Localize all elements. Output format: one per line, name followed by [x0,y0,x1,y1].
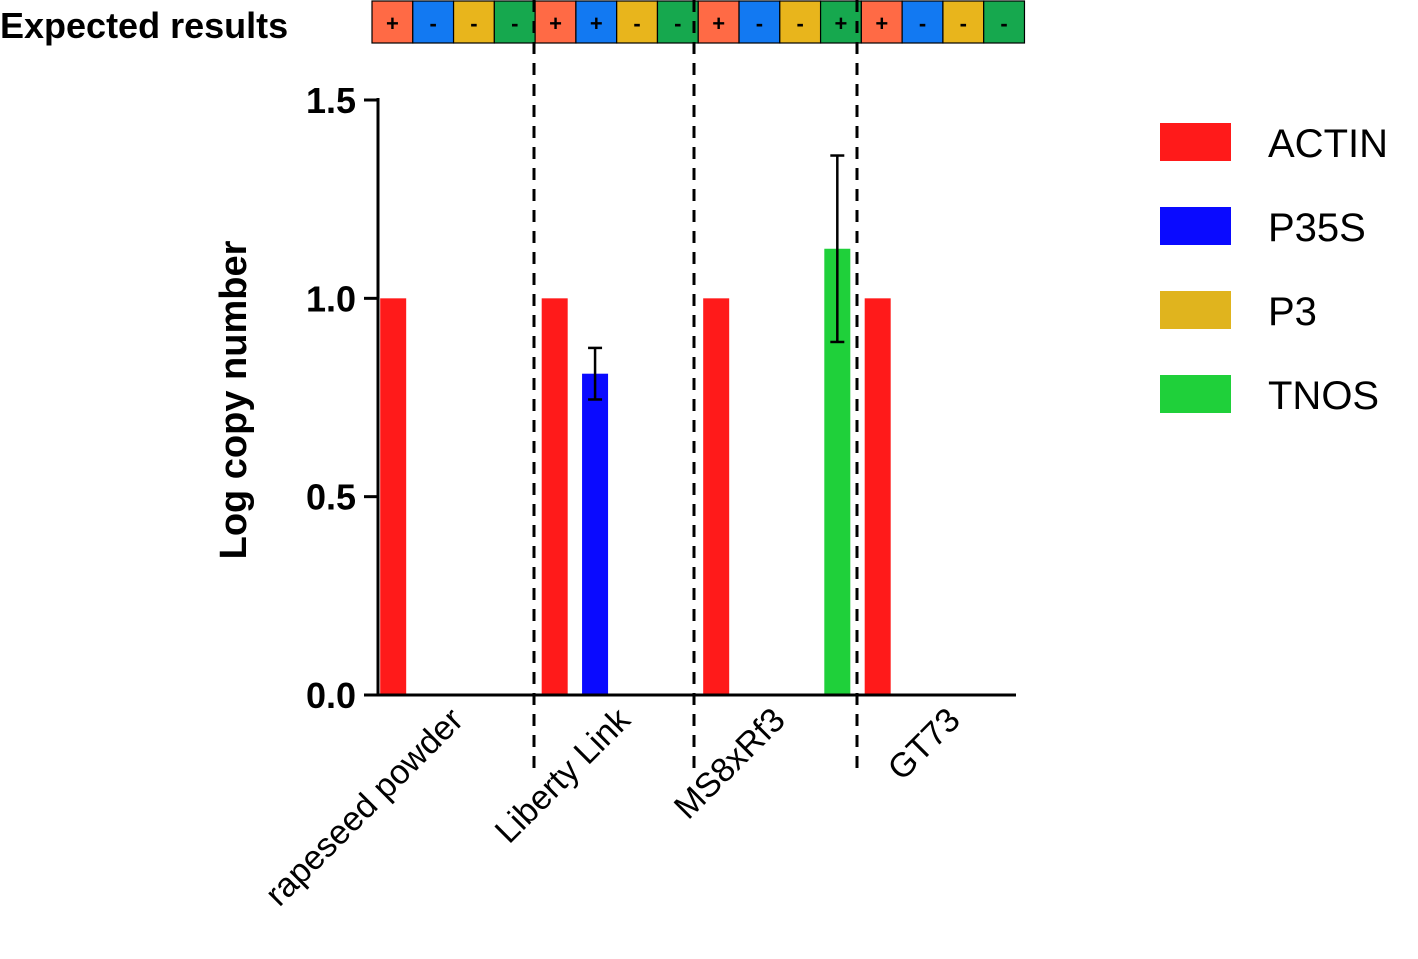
expected-sign: - [756,11,763,36]
expected-cell [901,0,944,44]
bar-actin [541,298,568,695]
group-separators [532,0,859,775]
legend-label: P35S [1268,206,1366,250]
expected-sign: - [430,11,437,36]
x-category-label: Liberty Link [488,700,639,851]
legend-swatch-p35s [1160,207,1231,245]
expected-sign: - [797,11,804,36]
expected-sign: + [835,11,848,36]
expected-sign: + [712,11,725,36]
bar-actin [864,298,891,695]
expected-sign: - [674,11,681,36]
error-bars [588,154,845,401]
x-categories: rapeseed powder Liberty Link MS8xRf3 GT73 [258,700,968,913]
bar-actin [380,298,407,695]
expected-sign: + [875,11,888,36]
expected-sign: - [960,11,967,36]
legend: ACTIN P35S P3 TNOS [1160,122,1388,418]
expected-results-label: Expected results [0,5,288,46]
expected-cell [371,0,414,44]
y-ticks: 0.0 0.5 1.0 1.5 [306,80,378,716]
expected-sign: + [549,11,562,36]
y-tick-label: 1.5 [306,80,356,121]
legend-swatch-p3 [1160,291,1231,329]
expected-cell [860,0,903,44]
expected-cell [983,0,1026,44]
expected-cell [452,0,495,44]
expected-cell [616,0,659,44]
expected-sign: - [1000,11,1007,36]
bar-p35s [582,373,609,695]
legend-label: P3 [1268,290,1317,334]
expected-sign: + [590,11,603,36]
y-tick-label: 0.0 [306,675,356,716]
expected-cell [819,0,862,44]
expected-cell [697,0,740,44]
axes [376,98,1016,697]
y-tick-label: 1.0 [306,278,356,319]
expected-sign: - [633,11,640,36]
legend-swatch-tnos [1160,375,1231,413]
expected-sign: + [386,11,399,36]
bar-actin [703,298,730,695]
expected-cell [575,0,618,44]
x-category-label: MS8xRf3 [667,701,793,827]
expected-sign: - [470,11,477,36]
y-tick-label: 0.5 [306,477,356,518]
legend-swatch-actin [1160,123,1231,161]
expected-cell [412,0,455,44]
bars [380,248,891,695]
expected-cell [656,0,699,44]
expected-results-grid: + - - - + + - - + - - + + - - - [371,0,1026,44]
y-axis-label: Log copy number [213,240,255,559]
x-category-label: GT73 [881,701,968,788]
expected-cell [738,0,781,44]
expected-sign: - [919,11,926,36]
expected-cell [534,0,577,44]
expected-sign: - [511,11,518,36]
x-category-label: rapeseed powder [258,701,471,914]
legend-label: ACTIN [1268,122,1388,166]
legend-label: TNOS [1268,374,1379,418]
